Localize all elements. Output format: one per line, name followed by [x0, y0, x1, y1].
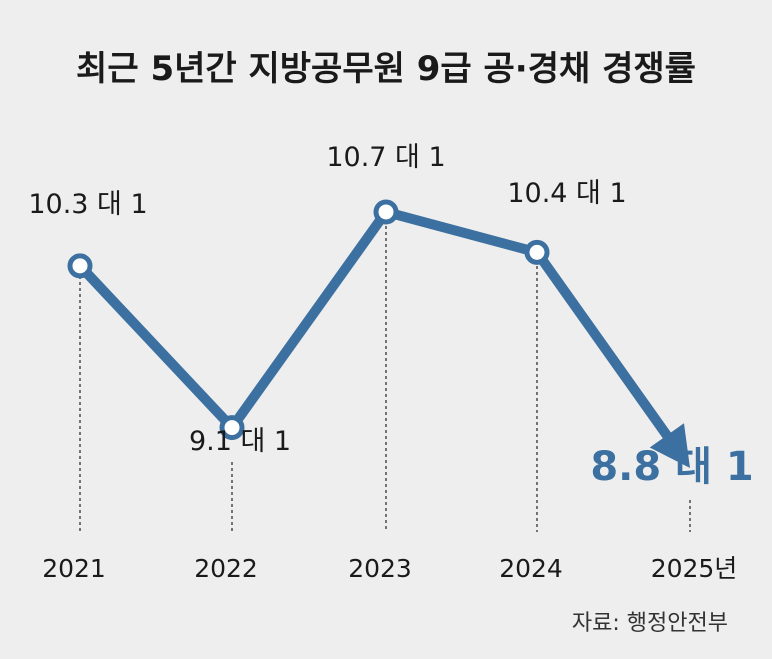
data-point-2024: [524, 239, 550, 265]
arrowhead: [649, 423, 690, 468]
x-axis-ticks: 2021 2022 2023 2024 2025년: [42, 554, 737, 583]
point-label-highlight: 8.8 대 1: [590, 444, 753, 490]
x-tick-label: 2021: [42, 554, 106, 583]
source-note: 자료: 행정안전부: [572, 611, 728, 636]
x-tick-label: 2022: [194, 554, 258, 583]
point-labels: 10.3 대 1 9.1 대 1 10.7 대 1 10.4 대 1 8.8 대 1: [28, 142, 753, 490]
point-label: 10.3 대 1: [28, 189, 147, 220]
point-label: 9.1 대 1: [189, 426, 291, 457]
x-tick-label: 2023: [348, 554, 412, 583]
x-tick-label: 2024: [499, 554, 563, 583]
series-line: [75, 206, 675, 444]
point-label: 10.4 대 1: [507, 178, 626, 209]
data-point-2021: [67, 253, 93, 279]
data-points: [67, 199, 550, 441]
chart-title: 최근 5년간 지방공무원 9급 공·경채 경쟁률: [76, 49, 696, 89]
series-line-layer: [75, 206, 690, 468]
x-tick-label: 2025년: [651, 554, 738, 583]
dashed-guides: [79, 208, 691, 532]
data-point-2023: [373, 199, 399, 225]
point-label: 10.7 대 1: [326, 142, 445, 173]
data-point-2022: [219, 415, 245, 441]
